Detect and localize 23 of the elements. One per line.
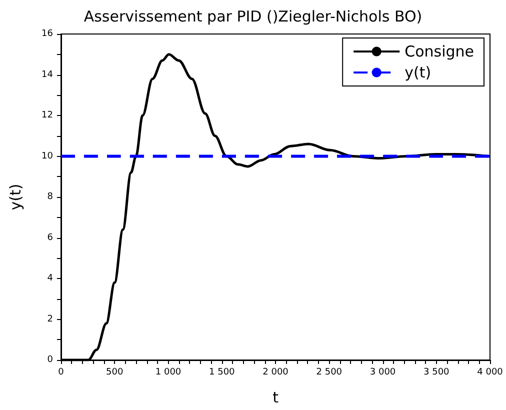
x-tick-label: 4 000 — [477, 368, 504, 378]
x-axis-title: t — [272, 388, 279, 406]
x-tick-label: 2 500 — [316, 368, 342, 378]
x-tick-label: 500 — [106, 368, 124, 378]
y-tick-label: 4 — [47, 274, 54, 284]
legend-label: y(t) — [404, 64, 432, 82]
x-tick-label: 0 — [58, 368, 64, 378]
y-tick-label: 0 — [47, 355, 54, 365]
y-tick-label: 12 — [42, 110, 53, 120]
y-tick-label: 14 — [42, 70, 54, 80]
y-tick-label: 2 — [47, 314, 53, 324]
x-tick-label: 1 500 — [208, 368, 236, 378]
y-tick-label: 16 — [42, 29, 54, 39]
legend-label: Consigne — [404, 42, 474, 60]
y-axis-title: y(t) — [6, 184, 24, 210]
y-tick-label: 6 — [47, 232, 54, 243]
x-tick-label: 1 000 — [155, 368, 182, 378]
y-tick-label: 8 — [47, 192, 54, 202]
y-tick-label: 10 — [42, 151, 54, 162]
x-tick-label: 3 000 — [370, 368, 396, 378]
chart-title: Asservissement par PID ()Ziegler-Nichols BO) — [84, 8, 422, 26]
x-tick-label: 3 500 — [423, 368, 450, 378]
x-tick-label: 2 000 — [262, 368, 289, 378]
